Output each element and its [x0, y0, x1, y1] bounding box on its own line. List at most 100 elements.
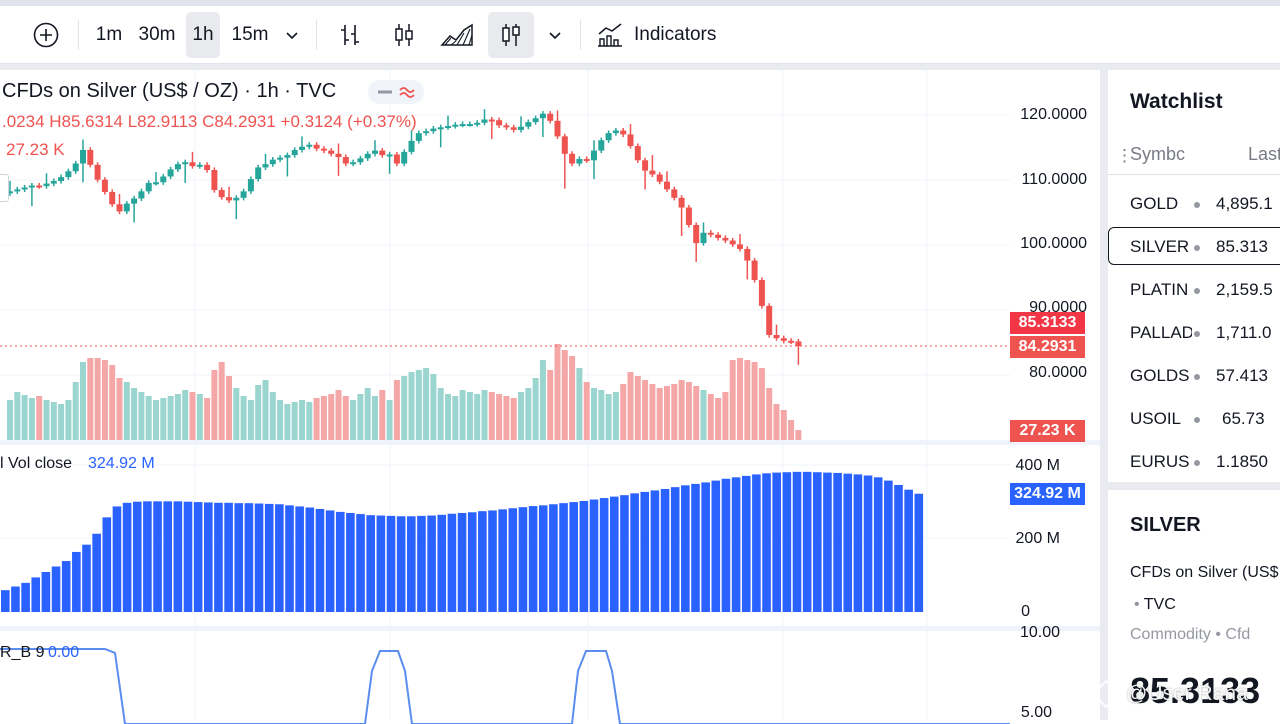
interval-label: 1h [192, 24, 214, 45]
volume-bar [167, 396, 174, 440]
interval-label: 1m [95, 24, 123, 45]
approx-icon [399, 87, 415, 98]
column-header-symbol[interactable]: Symbc [1130, 144, 1186, 164]
volume-bar [693, 386, 700, 440]
status-dot-icon [1194, 202, 1200, 208]
candle-body [642, 160, 649, 171]
candle-body [788, 340, 795, 343]
volume-bar [510, 398, 517, 440]
watchlist-symbol: EURUS [1130, 452, 1190, 471]
vol-close-bar [11, 586, 20, 612]
pane-separator[interactable] [0, 440, 1100, 445]
chart-panel-divider[interactable] [1100, 64, 1108, 720]
bullet-separator: • [1134, 596, 1140, 613]
vol-close-bar [457, 512, 467, 612]
candle-body [379, 150, 386, 156]
vol-close-bar [275, 504, 284, 612]
volume-bar [518, 392, 524, 440]
interval-15m-button[interactable]: 15m [226, 12, 274, 58]
candle-body [664, 181, 670, 190]
interval-1m-button[interactable]: 1m [90, 12, 128, 58]
candle-body [21, 187, 28, 190]
vol-close-bar [183, 501, 193, 612]
indicators-icon [598, 23, 622, 47]
candle-body [109, 191, 116, 205]
toolbar-divider [316, 20, 317, 50]
candle-body [313, 144, 320, 149]
watermark-logo-icon [1091, 680, 1121, 709]
legend-status-badge[interactable] [368, 80, 424, 104]
drag-handle-icon[interactable]: ⋮ [1116, 146, 1133, 165]
watchlist-row-gold[interactable]: GOLD 4,895.1 [1108, 182, 1280, 225]
oscillator-label: R_B 9 [0, 644, 45, 661]
candle-body [72, 163, 79, 172]
volume-bar [481, 390, 488, 440]
chart-area[interactable]: CFDs on Silver (US$ / OZ) · 1h · TVC .02… [0, 70, 1100, 724]
price-axis-label: 90.0000 [1029, 299, 1087, 316]
volume-bar [561, 350, 568, 440]
volume-bar [145, 396, 152, 440]
volume-bar [379, 390, 386, 440]
watchlist-row-goldsilver[interactable]: GOLDS 57.413 [1108, 354, 1280, 397]
interval-dropdown-button[interactable] [278, 12, 306, 58]
watermark-text: @User Rana [1126, 682, 1248, 705]
watchlist-row-usoil[interactable]: USOIL 65.73 [1108, 397, 1280, 440]
vol-close-bar [143, 501, 152, 612]
bar-chart-type-button[interactable] [332, 12, 368, 58]
vol-close-bar [640, 491, 650, 612]
candle-body [138, 191, 145, 199]
volume-bar [299, 400, 305, 440]
candle-body [773, 334, 780, 339]
volume-bar [218, 362, 225, 440]
oscillator-pane-plot[interactable] [0, 631, 1010, 724]
volume-bar [758, 368, 765, 440]
column-header-last[interactable]: Last [1248, 144, 1280, 164]
vol-close-bar [782, 472, 792, 612]
pane-separator[interactable] [0, 626, 1100, 631]
watchlist-row-palladium[interactable]: PALLAD 1,711.0 [1108, 311, 1280, 354]
candle-body [437, 127, 444, 130]
chart-toolbar: 1m 30m 1h 15m [0, 6, 1280, 64]
candles-chart-type-button[interactable] [386, 12, 422, 58]
candle-body [80, 149, 86, 164]
watchlist-row-eurusd[interactable]: EURUS 1.1850 [1108, 440, 1280, 483]
watchlist-row-platinum[interactable]: PLATIN 2,159.5 [1108, 268, 1280, 311]
add-symbol-button[interactable] [28, 12, 64, 58]
volume-bar [401, 376, 408, 440]
candle-body [284, 155, 291, 158]
vol-close-bar [51, 566, 61, 612]
candle-body [189, 162, 196, 167]
candle-body [452, 124, 459, 127]
legend-collapse-handle[interactable] [0, 174, 9, 202]
vol-close-pane-plot[interactable] [0, 445, 1010, 625]
candle-body [634, 146, 641, 161]
area-chart-type-button[interactable] [436, 12, 478, 58]
candle-body [196, 164, 203, 167]
volume-bar [240, 396, 247, 440]
candle-body [101, 179, 108, 192]
price-pane-plot[interactable] [0, 70, 1010, 440]
watchlist-last-price: 1,711.0 [1216, 323, 1272, 342]
volume-bar [496, 394, 503, 440]
hollow-candles-chart-type-button[interactable] [488, 12, 534, 58]
candle-body [656, 174, 663, 182]
vol-close-bar [366, 515, 375, 612]
price-axis-label: 80.0000 [1029, 364, 1087, 381]
candle-body [116, 204, 123, 212]
interval-30m-button[interactable]: 30m [134, 12, 180, 58]
watchlist-row-silver[interactable]: SILVER 85.313 [1108, 225, 1280, 268]
vol-close-bar [853, 474, 863, 612]
volume-bar [722, 392, 729, 440]
indicators-button[interactable]: Indicators [594, 12, 734, 58]
candle-body [561, 136, 568, 154]
candle-body [350, 162, 357, 165]
close-price-tag: 84.2931 [1010, 336, 1085, 358]
vol-close-bar [122, 502, 132, 612]
status-dot-icon [1194, 374, 1200, 380]
interval-1h-button[interactable]: 1h [186, 12, 220, 58]
candle-body [700, 232, 707, 244]
candle-body [751, 260, 758, 280]
candle-body [131, 198, 138, 204]
candle-body [50, 180, 57, 184]
chart-type-dropdown-button[interactable] [540, 12, 570, 58]
